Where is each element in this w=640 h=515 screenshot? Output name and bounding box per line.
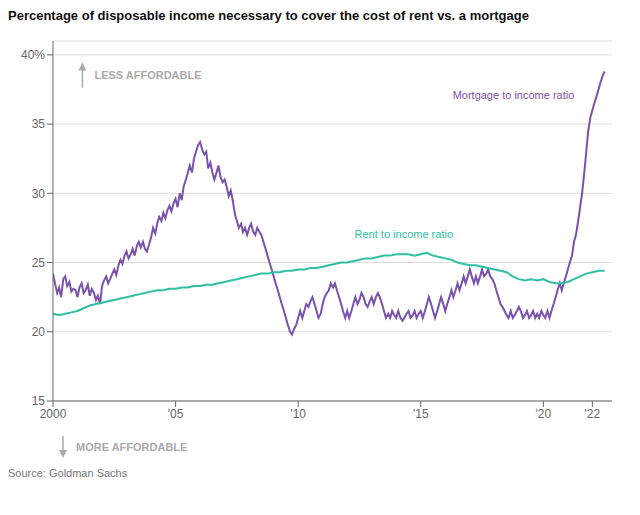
- html-text:Percentage of disposable incom: Percentage of disposable income necessar…: [8, 8, 529, 23]
- svg-text:20: 20: [32, 325, 46, 339]
- svg-text:'22: '22: [585, 407, 601, 421]
- svg-text:Mortgage to income ratio: Mortgage to income ratio: [453, 89, 575, 101]
- svg-text:Rent to income ratio: Rent to income ratio: [355, 228, 453, 240]
- html-text:MORE AFFORDABLE: MORE AFFORDABLE: [76, 441, 188, 453]
- svg-text:2000: 2000: [40, 407, 67, 421]
- html-text:Source: Goldman Sachs: Source: Goldman Sachs: [8, 467, 128, 479]
- svg-text:40%: 40%: [21, 48, 45, 62]
- svg-text:25: 25: [32, 256, 46, 270]
- svg-text:35: 35: [32, 117, 46, 131]
- svg-text:'15: '15: [413, 407, 429, 421]
- svg-text:15: 15: [32, 394, 46, 408]
- svg-text:30: 30: [32, 187, 46, 201]
- svg-text:'20: '20: [536, 407, 552, 421]
- svg-text:LESS AFFORDABLE: LESS AFFORDABLE: [94, 69, 201, 81]
- svg-text:'05: '05: [168, 407, 184, 421]
- svg-text:'10: '10: [290, 407, 306, 421]
